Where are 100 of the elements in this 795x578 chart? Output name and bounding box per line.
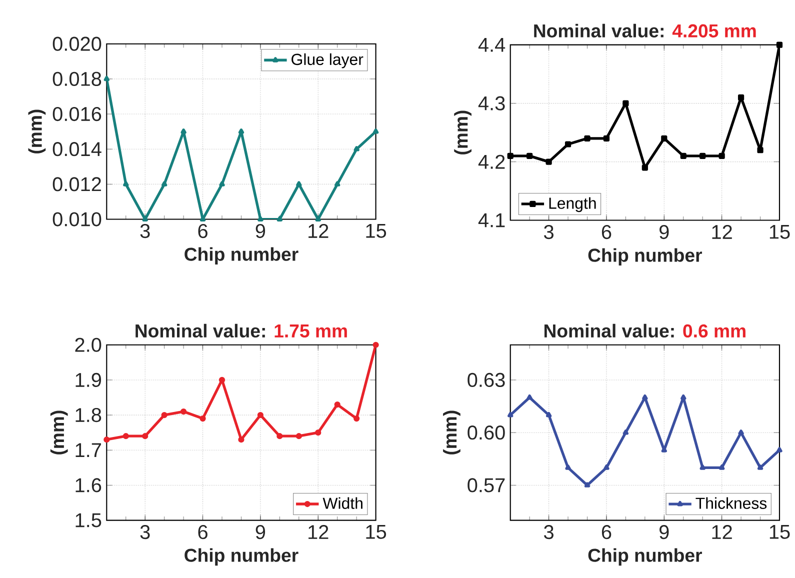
y-tick-label: 0.016 (52, 106, 102, 122)
x-axis-title: Chip number (184, 247, 298, 264)
point (200, 415, 206, 422)
y-tick-label: 0.018 (52, 72, 102, 86)
point (122, 432, 129, 440)
chart-subtitle: 0.6 mm (683, 324, 746, 338)
chart-subtitle: 4.205 mm (672, 24, 756, 38)
point (257, 412, 264, 418)
point (700, 152, 706, 159)
point (218, 376, 226, 383)
y-tick-label: 0.57 (468, 478, 505, 492)
point (354, 146, 360, 152)
x-tick-label: 12 (308, 524, 328, 539)
chart-subtitle: 1.75 mm (274, 324, 347, 338)
point (526, 152, 533, 159)
y-tick-label: 4.3 (478, 96, 505, 110)
x-axis-title: Chip number (588, 248, 702, 266)
x-tick-label: 15 (770, 224, 790, 239)
y-tick-label: 4.4 (478, 38, 506, 52)
point (584, 135, 590, 142)
x-tick-label: 6 (198, 524, 208, 540)
y-tick-label: 1.6 (76, 478, 102, 492)
point (180, 128, 186, 134)
x-tick-label: 15 (366, 224, 386, 238)
point (718, 152, 725, 159)
point (315, 216, 321, 222)
x-tick-label: 12 (712, 524, 732, 539)
point (372, 128, 379, 134)
chart-title: Nominal value: (534, 24, 664, 38)
point (738, 94, 744, 100)
y-tick-label: 1.5 (76, 513, 102, 528)
point (642, 164, 648, 171)
point (526, 394, 532, 400)
point (142, 432, 148, 440)
point (776, 447, 782, 452)
y-tick-label: 0.010 (52, 212, 102, 226)
point (546, 158, 552, 165)
point (718, 464, 725, 470)
point (123, 181, 129, 186)
point (276, 432, 283, 440)
point (507, 152, 514, 159)
y-axis-title: (mm) (50, 410, 68, 454)
point (680, 394, 686, 400)
point (354, 415, 360, 422)
y-tick-label: 1.9 (76, 372, 102, 387)
point (680, 152, 686, 159)
y-tick-label: 1.7 (76, 443, 101, 457)
y-axis-title: (mm) (454, 110, 472, 154)
point (238, 436, 244, 443)
x-tick-label: 9 (660, 524, 669, 540)
legend-label: Width (322, 497, 362, 509)
legend-label: Glue layer (292, 53, 364, 68)
chart-title: Nominal value: (544, 324, 674, 338)
point (700, 464, 706, 470)
y-tick-label: 0.014 (52, 142, 102, 156)
y-tick-label: 0.63 (468, 372, 505, 387)
y-tick-label: 0.012 (52, 177, 101, 192)
point (315, 429, 322, 436)
point (508, 412, 514, 418)
legend-label: Length (549, 197, 596, 212)
x-tick-label: 3 (140, 224, 150, 238)
point (584, 482, 590, 488)
point (296, 181, 302, 186)
x-tick-label: 9 (256, 524, 266, 540)
x-tick-label: 9 (256, 224, 266, 238)
point (104, 436, 110, 443)
y-axis-title: (mm) (28, 110, 46, 154)
point (180, 408, 187, 415)
point (238, 128, 244, 134)
x-tick-label: 6 (602, 524, 612, 540)
point (334, 401, 340, 408)
point (258, 216, 264, 222)
x-tick-label: 6 (602, 224, 612, 240)
point (604, 464, 610, 470)
x-tick-label: 6 (198, 224, 208, 238)
point (276, 216, 282, 222)
point (757, 146, 764, 154)
x-tick-label: 3 (140, 524, 150, 540)
point (104, 76, 110, 82)
x-axis-title: Chip number (588, 548, 702, 566)
point (162, 181, 168, 186)
y-tick-label: 4.1 (478, 213, 505, 228)
x-tick-label: 15 (366, 524, 386, 539)
point (622, 429, 629, 435)
y-tick-label: 2.0 (75, 338, 102, 352)
point (738, 429, 744, 435)
point (564, 141, 572, 148)
point (757, 464, 764, 470)
point (219, 181, 225, 186)
legend-label: Thickness (696, 497, 767, 509)
y-tick-label: 4.2 (478, 154, 505, 169)
x-tick-label: 12 (308, 224, 328, 238)
x-tick-label: 3 (544, 524, 554, 540)
point (661, 135, 668, 142)
point (642, 394, 648, 400)
point (622, 100, 629, 106)
x-axis-title: Chip number (184, 548, 298, 566)
point (296, 432, 302, 440)
x-tick-label: 12 (712, 224, 732, 239)
point (372, 342, 379, 348)
